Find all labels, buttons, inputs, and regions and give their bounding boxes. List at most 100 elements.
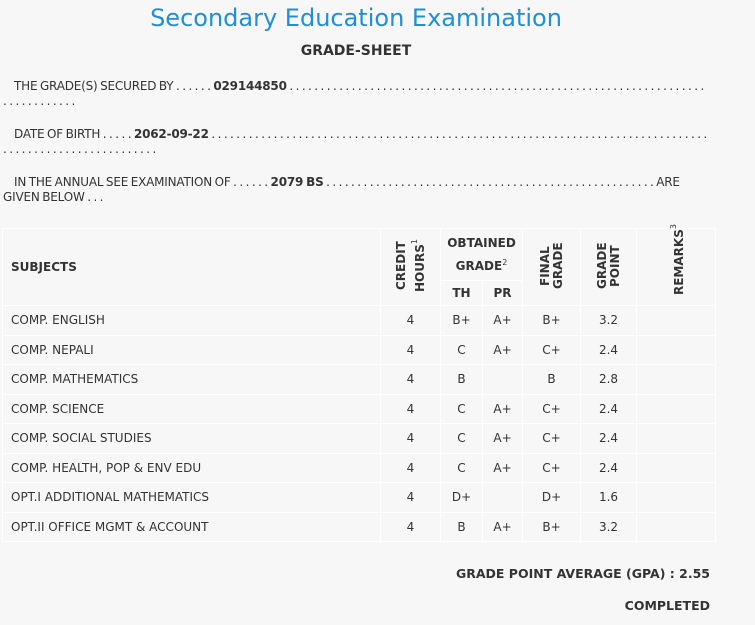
credit-hours: 4 — [380, 334, 441, 365]
info-trail: . . . . . . . . . . . . . . . . . . . . … — [3, 79, 705, 108]
grade-pr: A+ — [482, 511, 523, 542]
grade-point: 3.2 — [580, 511, 637, 542]
final-grade: C+ — [522, 393, 581, 424]
header-obtained: OBTAINED GRADE2 — [440, 228, 523, 281]
info-value: 2062-09-22 — [133, 127, 209, 141]
grade-point: 3.2 — [580, 305, 637, 336]
info-label: THE GRADE(S) SECURED BY . . . . . . — [14, 79, 211, 93]
table-row: COMP. MATHEMATICS 4 B B 2.8 — [2, 364, 716, 395]
table-row: COMP. SCIENCE 4 C A+ C+ 2.4 — [2, 393, 716, 424]
subtitle: GRADE-SHEET — [300, 43, 412, 59]
gpa-value: 2.55 — [679, 566, 710, 581]
grade-point: 1.6 — [580, 482, 637, 513]
credit-hours: 4 — [380, 423, 441, 454]
remarks — [636, 482, 716, 513]
header-text: OBTAINED GRADE — [447, 235, 516, 273]
info-label: IN THE ANNUAL SEE EXAMINATION OF . . . .… — [14, 175, 268, 189]
remarks — [636, 423, 716, 454]
info-line: THE GRADE(S) SECURED BY . . . . . . 0291… — [3, 79, 708, 109]
grade-table: SUBJECTS CREDIT HOURS1 OBTAINED GRADE2 F… — [2, 224, 716, 542]
grade-th: B — [440, 511, 483, 542]
grade-pr: A+ — [482, 452, 523, 483]
header-final: FINAL GRADE — [522, 228, 581, 306]
credit-hours: 4 — [380, 511, 441, 542]
grade-th: D+ — [440, 482, 483, 513]
title: Secondary Education Examination — [150, 4, 562, 32]
grade-th: B — [440, 364, 483, 395]
final-grade: B+ — [522, 305, 581, 336]
grade-th: C — [440, 452, 483, 483]
grade-th: C — [440, 423, 483, 454]
remarks — [636, 334, 716, 365]
footnote-mark: 1 — [409, 239, 419, 245]
subject: COMP. NEPALI — [2, 334, 381, 365]
header-text: CREDIT HOURS — [393, 241, 427, 292]
grade-point: 2.8 — [580, 364, 637, 395]
grade-th: C — [440, 393, 483, 424]
info-label: DATE OF BIRTH . . . . . — [14, 127, 132, 141]
info-trail: . . . . . . . . . . . . . . . . . . . . … — [3, 175, 680, 204]
table-row: COMP. ENGLISH 4 B+ A+ B+ 3.2 — [2, 305, 716, 336]
table-row: OPT.I ADDITIONAL MATHEMATICS 4 D+ D+ 1.6 — [2, 482, 716, 513]
table-body: COMP. ENGLISH 4 B+ A+ B+ 3.2 COMP. NEPALI 4 C A+ C… — [2, 305, 716, 542]
remarks — [636, 511, 716, 542]
credit-hours: 4 — [380, 393, 441, 424]
grade-pr: A+ — [482, 393, 523, 424]
info-value: 029144850 — [213, 79, 287, 93]
header-th: TH — [440, 280, 483, 306]
subject: COMP. ENGLISH — [2, 305, 381, 336]
gpa-label: GRADE POINT AVERAGE (GPA) : — [455, 566, 675, 581]
header-pr: PR — [482, 280, 523, 306]
table-row: COMP. HEALTH, POP & ENV EDU 4 C A+ C+ 2.4 — [2, 452, 716, 483]
gpa: GRADE POINT AVERAGE (GPA) : 2.55 — [456, 566, 710, 581]
subject: COMP. MATHEMATICS — [2, 364, 381, 395]
remarks — [636, 452, 716, 483]
grade-point: 2.4 — [580, 334, 637, 365]
table-row: OPT.II OFFICE MGMT & ACCOUNT 4 B A+ B+ 3.2 — [2, 511, 716, 542]
credit-hours: 4 — [380, 364, 441, 395]
grade-th: B+ — [440, 305, 483, 336]
info-trail: . . . . . . . . . . . . . . . . . . . . … — [3, 127, 708, 156]
grade-point: 2.4 — [580, 393, 637, 424]
remarks — [636, 393, 716, 424]
subject: COMP. SOCIAL STUDIES — [2, 423, 381, 454]
grade-point: 2.4 — [580, 452, 637, 483]
table-row: COMP. NEPALI 4 C A+ C+ 2.4 — [2, 334, 716, 365]
info-line: IN THE ANNUAL SEE EXAMINATION OF . . . .… — [3, 175, 708, 205]
info-value: 2079 BS — [270, 175, 324, 189]
remarks — [636, 305, 716, 336]
remarks — [636, 364, 716, 395]
credit-hours: 4 — [380, 482, 441, 513]
header-credit: CREDIT HOURS1 — [380, 228, 441, 306]
final-grade: C+ — [522, 452, 581, 483]
footnote-mark: 3 — [668, 223, 678, 229]
table-row: COMP. SOCIAL STUDIES 4 C A+ C+ 2.4 — [2, 423, 716, 454]
final-grade: B — [522, 364, 581, 395]
final-grade: B+ — [522, 511, 581, 542]
final-grade: C+ — [522, 334, 581, 365]
subject: OPT.II OFFICE MGMT & ACCOUNT — [2, 511, 381, 542]
final-grade: C+ — [522, 423, 581, 454]
header-text: GRADE POINT — [594, 242, 622, 289]
header-point: GRADE POINT — [580, 228, 637, 306]
header-text: REMARKS — [671, 228, 686, 295]
grade-point: 2.4 — [580, 423, 637, 454]
credit-hours: 4 — [380, 452, 441, 483]
status: COMPLETED — [624, 598, 710, 613]
header-text: FINAL GRADE — [537, 242, 565, 289]
grade-pr — [482, 482, 523, 513]
subject: COMP. SCIENCE — [2, 393, 381, 424]
grade-pr: A+ — [482, 423, 523, 454]
grade-pr: A+ — [482, 334, 523, 365]
header-remarks: REMARKS3 — [636, 224, 716, 306]
grade-pr: A+ — [482, 305, 523, 336]
credit-hours: 4 — [380, 305, 441, 336]
header-subjects: SUBJECTS — [2, 228, 381, 306]
footnote-mark: 2 — [502, 257, 508, 267]
grade-pr — [482, 364, 523, 395]
subject: COMP. HEALTH, POP & ENV EDU — [2, 452, 381, 483]
grade-th: C — [440, 334, 483, 365]
final-grade: D+ — [522, 482, 581, 513]
info-line: DATE OF BIRTH . . . . . 2062-09-22 . . .… — [3, 127, 708, 157]
